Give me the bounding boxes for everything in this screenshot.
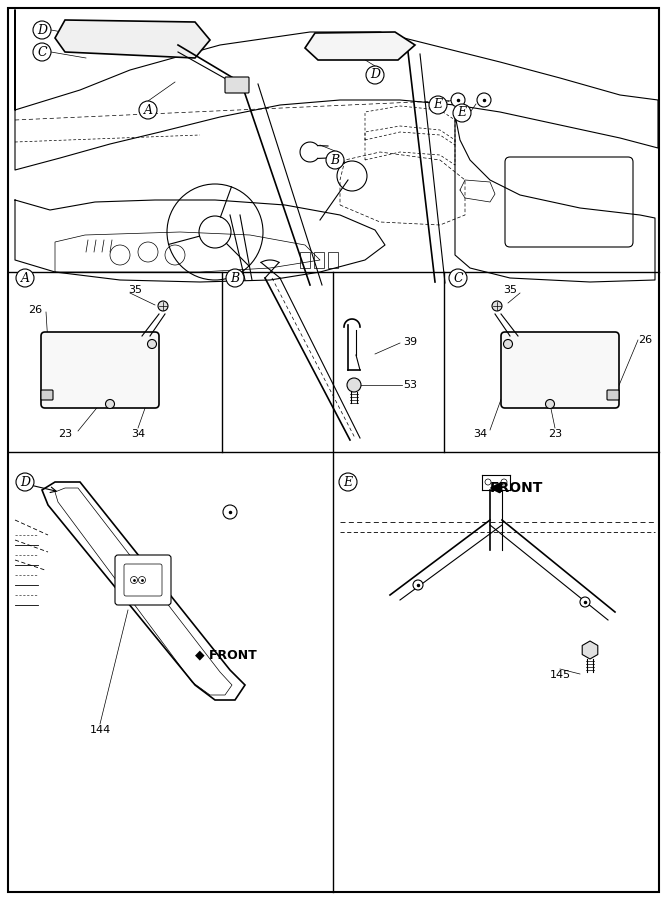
FancyBboxPatch shape [607, 390, 619, 400]
Circle shape [453, 104, 471, 122]
Text: D: D [20, 475, 30, 489]
Text: C: C [37, 46, 47, 58]
Text: 26: 26 [28, 305, 42, 315]
Circle shape [492, 301, 502, 311]
Text: 35: 35 [503, 285, 517, 295]
Circle shape [16, 473, 34, 491]
Circle shape [33, 21, 51, 39]
Text: E: E [344, 475, 353, 489]
Circle shape [339, 473, 357, 491]
Circle shape [326, 151, 344, 169]
Text: FRONT: FRONT [490, 481, 544, 495]
Text: E: E [434, 98, 443, 112]
Polygon shape [582, 641, 598, 659]
FancyBboxPatch shape [225, 77, 249, 93]
Bar [314, 252, 324, 268]
Circle shape [347, 378, 361, 392]
Text: 34: 34 [131, 429, 145, 439]
Circle shape [449, 269, 467, 287]
Bar [300, 252, 310, 268]
Bar [328, 252, 338, 268]
Text: 26: 26 [638, 335, 652, 345]
Text: D: D [37, 23, 47, 37]
Circle shape [504, 339, 512, 348]
Text: 23: 23 [58, 429, 72, 439]
Polygon shape [305, 32, 415, 60]
Circle shape [477, 93, 491, 107]
FancyBboxPatch shape [41, 390, 53, 400]
Text: 53: 53 [403, 380, 417, 390]
Circle shape [226, 269, 244, 287]
Text: A: A [21, 272, 29, 284]
Circle shape [451, 93, 465, 107]
Text: 144: 144 [89, 725, 111, 735]
Circle shape [580, 597, 590, 607]
Text: 39: 39 [403, 337, 417, 347]
Circle shape [413, 580, 423, 590]
Text: C: C [453, 272, 463, 284]
Circle shape [147, 339, 157, 348]
Circle shape [366, 66, 384, 84]
Text: 34: 34 [473, 429, 487, 439]
Text: D: D [370, 68, 380, 82]
Circle shape [223, 505, 237, 519]
Polygon shape [42, 482, 245, 700]
Circle shape [546, 400, 554, 409]
Text: 145: 145 [550, 670, 570, 680]
Text: B: B [330, 154, 340, 166]
Circle shape [105, 400, 115, 409]
Text: E: E [458, 106, 466, 120]
Text: 35: 35 [128, 285, 142, 295]
FancyBboxPatch shape [41, 332, 159, 408]
FancyBboxPatch shape [115, 555, 171, 605]
Text: B: B [230, 272, 239, 284]
Text: A: A [143, 104, 153, 116]
FancyBboxPatch shape [501, 332, 619, 408]
Text: ◆ FRONT: ◆ FRONT [195, 649, 257, 662]
Circle shape [33, 43, 51, 61]
Circle shape [139, 101, 157, 119]
Polygon shape [55, 20, 210, 58]
Circle shape [16, 269, 34, 287]
Circle shape [158, 301, 168, 311]
Circle shape [429, 96, 447, 114]
Text: 23: 23 [548, 429, 562, 439]
